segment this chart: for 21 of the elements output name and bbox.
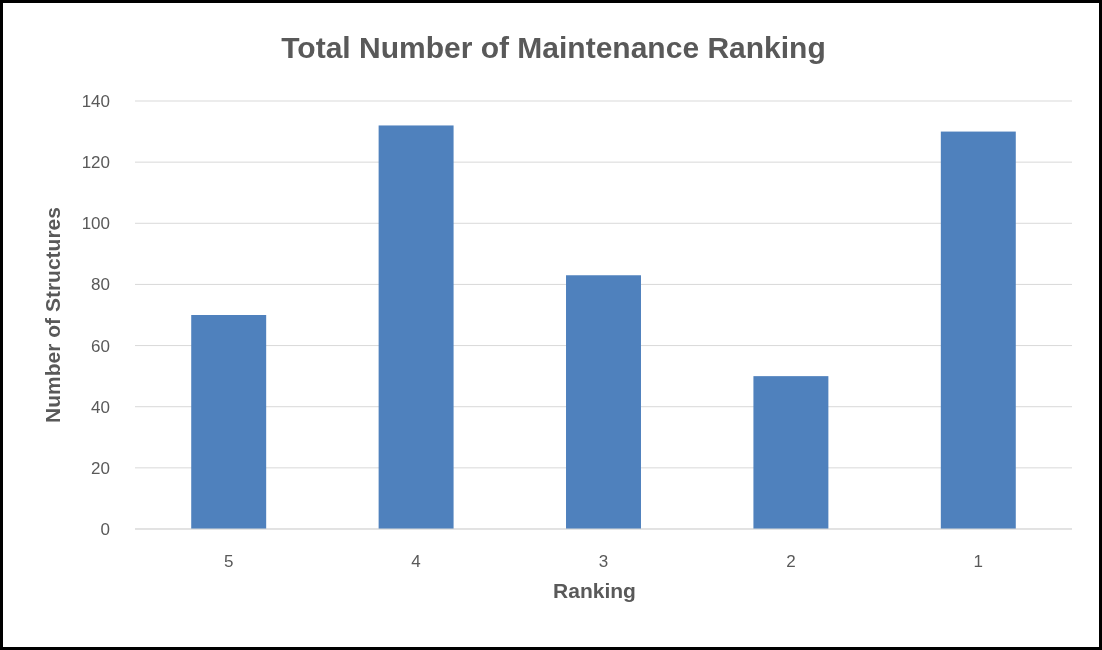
bar	[940, 131, 1016, 529]
y-tick-label: 120	[81, 153, 110, 173]
x-tick-label: 1	[973, 552, 984, 571]
y-tick-label: 140	[81, 91, 110, 111]
x-axis-title: Ranking	[553, 579, 636, 602]
y-tick-label: 80	[91, 275, 110, 295]
y-axis-title: Number of Structures	[41, 207, 64, 423]
y-tick-label: 60	[91, 336, 110, 356]
x-tick-label: 3	[598, 552, 609, 571]
bar	[753, 376, 829, 529]
chart-title: Total Number of Maintenance Ranking	[281, 31, 826, 64]
x-tick-label: 2	[786, 552, 796, 571]
bar	[378, 125, 454, 529]
y-tick-label: 40	[91, 397, 110, 417]
x-tick-label: 5	[223, 552, 234, 571]
bar	[566, 275, 641, 529]
y-tick-label: 100	[81, 214, 110, 234]
y-tick-label: 20	[91, 458, 110, 478]
bar	[191, 315, 267, 529]
x-tick-label: 4	[411, 552, 421, 571]
y-tick-label: 0	[100, 519, 110, 539]
